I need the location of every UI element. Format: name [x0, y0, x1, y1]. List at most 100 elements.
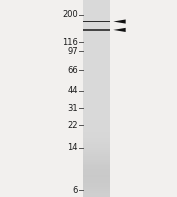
Bar: [83, 130, 110, 132]
Bar: [83, 152, 110, 154]
Bar: [83, 47, 110, 49]
Bar: [83, 21, 110, 22]
Bar: [83, 81, 110, 83]
Bar: [83, 175, 110, 177]
Bar: [83, 93, 110, 95]
Bar: [83, 71, 110, 73]
Bar: [83, 51, 110, 53]
Bar: [83, 4, 110, 6]
Bar: [83, 118, 110, 120]
Bar: [83, 20, 110, 22]
Bar: [83, 53, 110, 55]
Bar: [83, 67, 110, 69]
Polygon shape: [113, 20, 126, 24]
Bar: [83, 124, 110, 126]
Bar: [83, 160, 110, 162]
Bar: [83, 10, 110, 12]
Bar: [83, 87, 110, 89]
Bar: [83, 12, 110, 14]
Bar: [83, 16, 110, 18]
Bar: [83, 150, 110, 152]
Bar: [83, 134, 110, 136]
Bar: [83, 110, 110, 112]
Bar: [83, 6, 110, 8]
Bar: [83, 128, 110, 130]
Bar: [83, 167, 110, 169]
Bar: [83, 85, 110, 87]
Bar: [83, 126, 110, 128]
Bar: [83, 2, 110, 4]
Bar: [83, 156, 110, 158]
Text: 22: 22: [67, 121, 78, 130]
Bar: [83, 140, 110, 142]
Bar: [83, 83, 110, 85]
Bar: [83, 104, 110, 106]
Text: 66: 66: [67, 66, 78, 75]
Bar: [83, 148, 110, 150]
Bar: [83, 136, 110, 138]
Bar: [83, 79, 110, 81]
Bar: [83, 112, 110, 114]
Bar: [83, 162, 110, 164]
Bar: [83, 171, 110, 173]
Bar: [83, 144, 110, 146]
Bar: [83, 89, 110, 91]
Bar: [83, 191, 110, 193]
Bar: [83, 169, 110, 171]
Bar: [83, 116, 110, 118]
Bar: [83, 33, 110, 35]
Bar: [83, 26, 110, 28]
Bar: [83, 28, 110, 30]
Bar: [83, 183, 110, 185]
Bar: [83, 18, 110, 20]
Bar: [83, 43, 110, 45]
Bar: [83, 35, 110, 37]
Bar: [83, 102, 110, 104]
Bar: [83, 29, 110, 31]
Text: 97: 97: [67, 46, 78, 56]
Text: 116: 116: [62, 38, 78, 47]
Bar: [83, 73, 110, 75]
Bar: [83, 177, 110, 179]
Bar: [83, 98, 110, 100]
Text: 14: 14: [67, 143, 78, 152]
Bar: [83, 189, 110, 191]
Bar: [83, 179, 110, 181]
Bar: [83, 22, 110, 24]
Text: 6: 6: [73, 186, 78, 195]
Bar: [83, 97, 110, 98]
Bar: [83, 65, 110, 67]
Bar: [83, 77, 110, 79]
Bar: [83, 120, 110, 122]
Bar: [83, 75, 110, 77]
Bar: [83, 122, 110, 124]
Bar: [83, 173, 110, 175]
Bar: [83, 0, 110, 2]
Bar: [83, 181, 110, 183]
Bar: [83, 195, 110, 197]
Bar: [83, 100, 110, 102]
Bar: [83, 14, 110, 16]
Bar: [83, 24, 110, 26]
Bar: [83, 165, 110, 167]
Bar: [83, 61, 110, 63]
Bar: [83, 132, 110, 134]
Bar: [83, 57, 110, 59]
Bar: [83, 108, 110, 110]
Bar: [83, 8, 110, 10]
Bar: [83, 185, 110, 187]
Bar: [83, 106, 110, 108]
Bar: [83, 39, 110, 41]
Bar: [83, 91, 110, 93]
Bar: [83, 63, 110, 65]
Bar: [83, 32, 110, 33]
Bar: [83, 37, 110, 39]
Bar: [83, 154, 110, 156]
Bar: [83, 187, 110, 189]
Bar: [83, 30, 110, 32]
Text: 200: 200: [62, 10, 78, 19]
Bar: [83, 146, 110, 148]
Bar: [83, 41, 110, 43]
Bar: [83, 158, 110, 160]
Bar: [83, 69, 110, 71]
